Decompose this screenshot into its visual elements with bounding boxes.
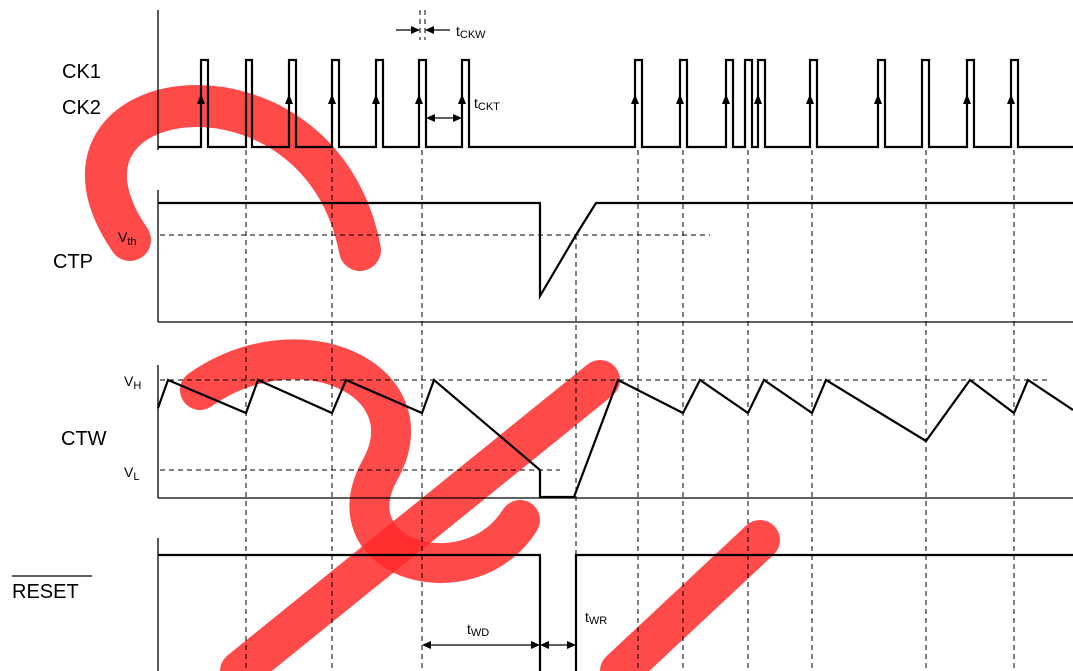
- signal-label-ctw: CTW: [61, 428, 107, 450]
- level-label-vh: VH: [124, 373, 141, 392]
- edge-arrow: [722, 94, 730, 104]
- twr-marker: [540, 641, 576, 649]
- timing-label-twr: tWR: [585, 609, 607, 627]
- twd-marker: [422, 641, 540, 649]
- tckt-marker: [426, 114, 462, 122]
- signal-label-ck1: CK1: [62, 61, 101, 83]
- watermark: [84, 85, 780, 671]
- edge-arrow: [874, 94, 882, 104]
- timing-label-tckw: tCKW: [456, 23, 486, 41]
- level-label-vl: VL: [124, 464, 139, 483]
- signal-label-ck2: CK2: [62, 97, 101, 119]
- edge-arrow: [458, 94, 466, 104]
- edge-arrow: [372, 94, 380, 104]
- reference-lines: [245, 10, 1015, 671]
- edge-arrow: [197, 94, 205, 104]
- edge-arrow: [631, 94, 639, 104]
- level-lines: [160, 234, 1050, 471]
- watermark-stroke-3: [220, 360, 620, 671]
- edge-arrow: [1007, 94, 1015, 104]
- timing-label-twd: tWD: [467, 621, 489, 639]
- ck-edge-arrows: [197, 94, 1015, 104]
- signal-label-ctp: CTP: [53, 251, 93, 273]
- edge-arrow: [676, 94, 684, 104]
- timing-label-tckt: tCKT: [474, 95, 500, 113]
- watermark-stroke-4: [600, 520, 780, 671]
- ck-waveform: [158, 58, 1073, 149]
- watermark-stroke-1: [84, 85, 381, 271]
- reset-waveform: [158, 553, 1073, 671]
- signal-label-reset: RESET: [12, 581, 79, 603]
- axes: [157, 10, 1073, 671]
- edge-arrow: [806, 94, 814, 104]
- ctp-waveform: [158, 201, 1073, 301]
- level-label-vth: Vth: [118, 229, 137, 248]
- edge-arrow: [285, 94, 293, 104]
- edge-arrow: [963, 94, 971, 104]
- tckw-marker: [396, 26, 450, 34]
- edge-arrow: [415, 94, 423, 104]
- edge-arrow: [754, 94, 762, 104]
- edge-arrow: [328, 94, 336, 104]
- ctw-waveform: [156, 378, 1073, 499]
